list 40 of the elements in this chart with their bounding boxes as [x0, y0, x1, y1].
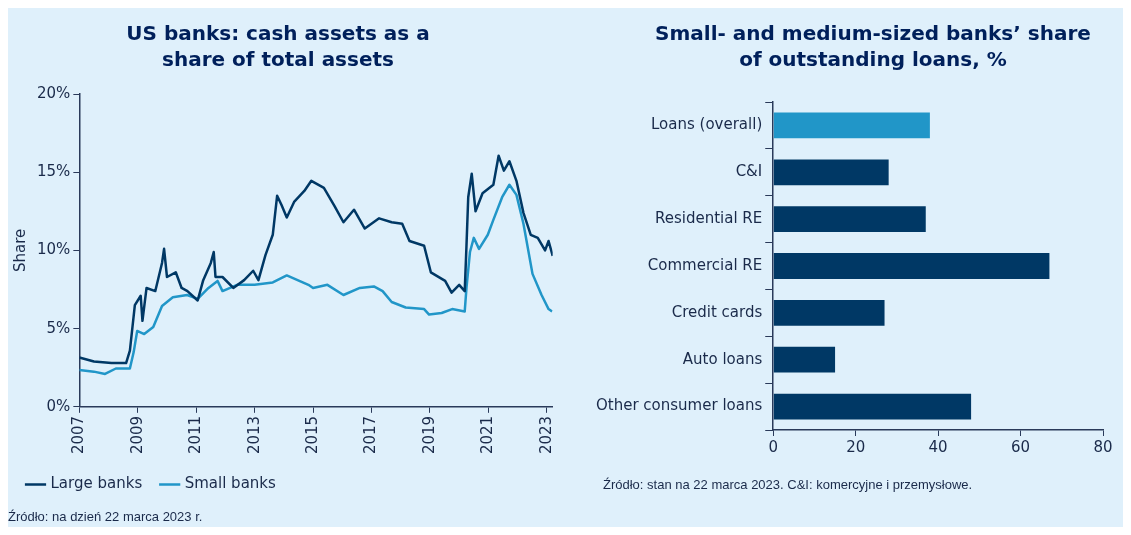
- x-tick-label: 80: [1093, 437, 1113, 456]
- legend-label: Small banks: [184, 474, 277, 493]
- text: Źródło: stan na 22 marca 2023. C&I: komercyjne i przemysłowe.: [603, 476, 974, 494]
- bar: [773, 159, 889, 186]
- x-tick-label: 40: [928, 437, 948, 456]
- x-tick-label: 2021: [478, 415, 497, 455]
- y-tick-label: C&I: [735, 162, 763, 181]
- bar: [773, 346, 836, 373]
- x-tick-label: 2009: [127, 415, 146, 455]
- text: Źródło: na dzień 22 marca 2023 r.: [8, 508, 204, 526]
- y-tick-label: 5%: [46, 318, 71, 337]
- y-tick-label: Auto loans: [682, 349, 763, 368]
- y-tick-label: 15%: [37, 162, 71, 181]
- x-tick-label: 0: [768, 437, 779, 456]
- x-tick-label: 2011: [186, 415, 205, 455]
- y-tick-label: Loans (overall): [651, 115, 763, 134]
- legend-label: Large banks: [50, 474, 143, 493]
- bar: [773, 393, 972, 420]
- x-tick-label: 2015: [302, 415, 321, 455]
- y-axis-title: Share: [10, 228, 29, 273]
- y-tick-label: Commercial RE: [647, 255, 763, 274]
- x-tick-label: 2007: [69, 415, 88, 455]
- x-tick-label: 2019: [419, 415, 438, 455]
- bar: [773, 253, 1050, 279]
- bar: [773, 112, 930, 139]
- y-tick-label: 20%: [37, 83, 71, 102]
- y-tick-label: 0%: [46, 396, 71, 415]
- x-tick-label: 60: [1011, 437, 1031, 456]
- x-tick-label: 2023: [536, 415, 555, 455]
- x-tick-label: 2017: [361, 415, 380, 455]
- bar: [773, 206, 926, 233]
- y-tick-label: 10%: [37, 240, 71, 259]
- chart-title: US banks: cash assets as a share of total assets: [125, 20, 431, 72]
- y-tick-label: Other consumer loans: [596, 396, 763, 415]
- x-tick-label: 2013: [244, 415, 263, 455]
- bar: [773, 299, 885, 326]
- y-tick-label: Credit cards: [671, 302, 763, 321]
- chart-title: Small- and medium-sized banks’ share of outstanding loans, %: [654, 20, 1092, 72]
- y-tick-label: Residential RE: [654, 209, 763, 228]
- x-tick-label: 20: [846, 437, 866, 456]
